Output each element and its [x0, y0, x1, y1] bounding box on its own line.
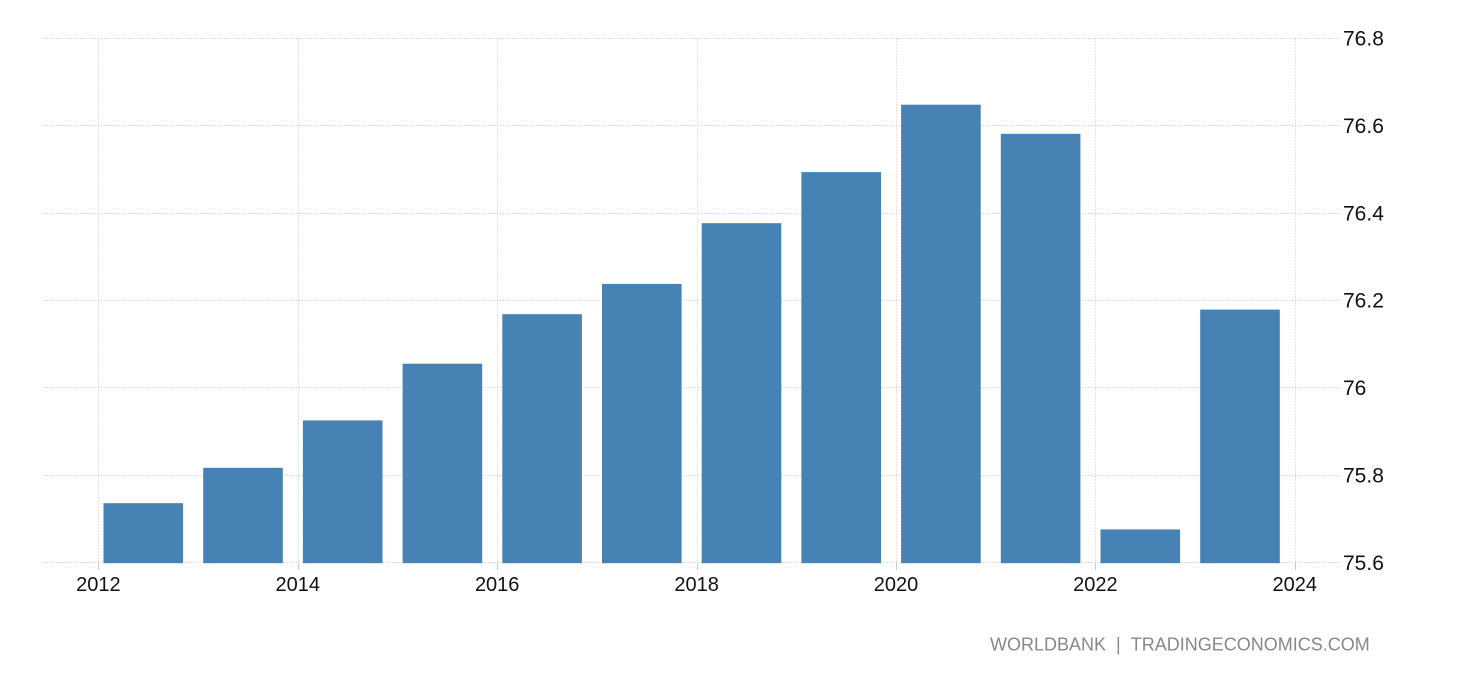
- svg-text:2024: 2024: [1273, 574, 1318, 596]
- svg-text:75.8: 75.8: [1343, 465, 1384, 488]
- svg-text:2018: 2018: [674, 574, 719, 596]
- svg-text:76.6: 76.6: [1343, 115, 1384, 138]
- svg-text:2022: 2022: [1073, 574, 1118, 596]
- svg-text:2016: 2016: [475, 574, 520, 596]
- svg-text:76.4: 76.4: [1343, 202, 1384, 225]
- svg-text:76: 76: [1343, 377, 1366, 400]
- svg-text:2014: 2014: [276, 574, 321, 596]
- svg-text:76.8: 76.8: [1343, 28, 1384, 51]
- svg-text:WORLDBANK | TRADINGECONOMICS: WORLDBANK | TRADINGECONOMICS.COM: [990, 635, 1370, 655]
- svg-text:76.2: 76.2: [1343, 290, 1384, 313]
- svg-text:2020: 2020: [874, 574, 919, 596]
- svg-text:75.6: 75.6: [1343, 552, 1384, 575]
- svg-text:2012: 2012: [76, 574, 121, 596]
